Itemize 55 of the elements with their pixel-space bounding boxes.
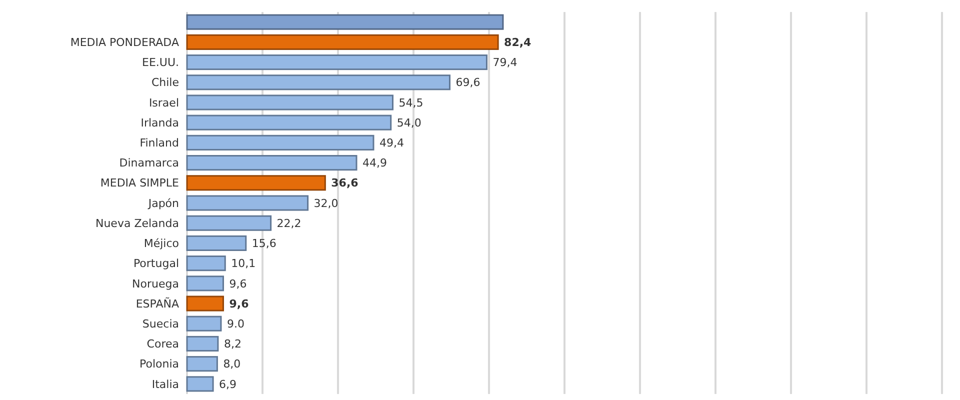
y-tick-label: Italia — [152, 378, 179, 391]
data-label: 10,1 — [231, 257, 256, 270]
y-tick-label: MEDIA PONDERADA — [70, 36, 180, 50]
bar — [186, 155, 358, 171]
bar — [186, 376, 214, 392]
data-label: 6,9 — [219, 378, 237, 391]
bar — [186, 235, 247, 251]
data-label: 36,6 — [331, 176, 359, 190]
data-label: 22,2 — [276, 216, 302, 230]
bar — [186, 54, 488, 70]
bar — [186, 114, 392, 130]
data-label: 8,2 — [224, 338, 242, 351]
y-tick-label: EE.UU. — [142, 56, 179, 70]
bar — [186, 296, 224, 312]
y-tick-label: Finland — [140, 136, 179, 150]
bar — [186, 134, 374, 150]
data-label: 9,6 — [229, 277, 247, 290]
y-tick-label: Japón — [147, 196, 180, 210]
y-tick-label: Nueva Zelanda — [95, 216, 179, 230]
data-label: 44,9 — [362, 156, 387, 170]
data-label: 82,4 — [504, 36, 532, 50]
bar — [186, 74, 450, 90]
bar — [186, 316, 222, 332]
bar — [186, 276, 224, 292]
y-tick-label: Portugal — [133, 257, 179, 270]
bar — [186, 336, 219, 352]
data-label: 32,0 — [314, 196, 338, 210]
data-label: 54,0 — [396, 116, 422, 130]
bar — [186, 94, 394, 110]
y-tick-label: MEDIA SIMPLE — [100, 176, 180, 190]
y-tick-label: Corea — [146, 338, 179, 351]
y-tick-label: Irlanda — [140, 116, 179, 130]
y-tick-label: Noruega — [132, 277, 179, 290]
data-label: 54,5 — [398, 96, 424, 110]
y-tick-label: Israel — [148, 96, 179, 110]
y-tick-label: Chile — [151, 76, 180, 90]
data-label: 49,4 — [379, 136, 404, 150]
bar — [186, 14, 504, 30]
bar — [186, 195, 309, 211]
data-label: 79,4 — [492, 56, 518, 70]
y-tick-label: Suecia — [142, 317, 179, 330]
data-label: 8,0 — [223, 358, 241, 371]
data-label: 9.0 — [226, 317, 244, 330]
data-label: 9,6 — [229, 297, 250, 310]
y-tick-label: Méjico — [144, 237, 180, 250]
bar — [186, 356, 218, 372]
bar — [186, 256, 226, 272]
data-label: 15,6 — [252, 237, 276, 250]
y-tick-label: ESPAÑA — [136, 296, 180, 310]
data-label: 69,6 — [456, 76, 480, 90]
y-tick-label: Polonia — [139, 358, 179, 371]
bar — [186, 175, 326, 191]
y-tick-label: Dinamarca — [119, 156, 179, 170]
bar — [186, 34, 499, 50]
bar — [186, 215, 272, 231]
